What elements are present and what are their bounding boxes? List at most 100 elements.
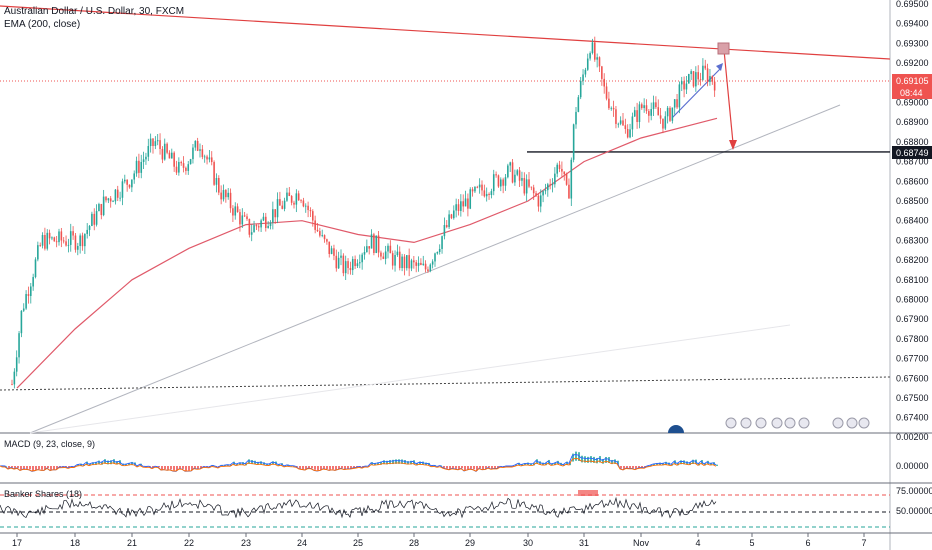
macd-bar [20,466,22,470]
candle-body [32,277,34,287]
macd-bar [464,466,466,471]
candle-body [408,255,410,269]
candle-body [359,262,361,264]
candle-body [30,286,32,296]
candle-body [539,195,542,207]
resistance-trendline [0,5,891,60]
candle-body [225,190,227,198]
macd-bar [497,466,499,469]
candle-body [377,235,380,253]
candle-body [389,245,392,254]
candle-body [206,156,208,160]
macd-bar [458,466,460,470]
macd-bar [416,463,418,466]
candle-body [286,192,288,201]
price-axis: 0.695000.694000.693000.692000.691000.690… [896,0,929,423]
candle-body [229,192,232,209]
candle-body [713,81,716,91]
time-tick: 30 [523,538,533,548]
macd-bar [482,466,484,470]
macd-bar [395,459,397,464]
candle-body [415,262,417,266]
macd-bar [467,466,469,470]
macd-bar [56,466,58,470]
candle-body [601,66,603,79]
candle-body [417,262,420,266]
candle-body [107,198,110,201]
candle-body [492,174,495,192]
candle-body [37,245,39,260]
macd-bar [302,466,304,470]
candle-body [615,109,617,124]
candle-body [626,129,629,138]
candle-body [314,220,316,230]
candle-body [246,216,248,219]
macd-bar [638,466,640,469]
candle-body [220,192,222,200]
macd-bar [44,466,46,470]
candle-body [344,261,347,274]
macd-bar [161,466,163,470]
candle-body [126,179,128,185]
candle-body [290,196,293,203]
candle-body [44,235,46,249]
time-tick: 29 [465,538,475,548]
candle-body [159,140,161,149]
macd-bar [191,466,193,471]
candle-body [312,211,314,221]
candle-body [537,195,540,207]
candle-body [69,231,72,245]
candle-body [65,241,67,246]
candle-body [154,141,157,146]
candle-body [702,65,704,80]
candle-body [330,248,333,254]
candle-body [579,80,582,98]
candle-body [403,256,406,269]
candle-body [554,173,556,185]
macd-bar [344,466,346,470]
macd-bar [32,466,34,471]
candle-body [81,235,84,247]
candle-body [272,209,274,223]
macd-bar [512,466,514,467]
candle-body [46,232,49,249]
macd-bar [446,466,448,469]
candle-body [326,239,328,242]
price-tick: 0.69000 [896,98,929,108]
macd-tick-2: 0.00000 [896,461,929,471]
candle-body [171,152,173,159]
candle-body [262,216,265,221]
candle-body [643,105,645,109]
candle-body [596,57,598,60]
macd-bar [347,466,349,469]
price-tick: 0.68300 [896,235,929,245]
candle-body [236,206,239,213]
candle-body [58,231,60,243]
candle-body [629,129,631,138]
time-tick: Nov [633,538,650,548]
candle-body [34,259,37,278]
price-tick: 0.67500 [896,393,929,403]
candle-body [561,168,563,172]
macd-bar [170,466,172,470]
macd-bar [194,466,196,469]
candle-body [210,157,213,163]
candle-body [711,76,714,82]
candle-body [316,229,319,232]
macd-bar [107,460,109,465]
macd-bar [476,466,478,471]
candle-body [497,175,500,187]
candle-body [610,107,613,109]
candle-body [199,149,201,151]
macd-legend: MACD (9, 23, close, 9) [4,439,96,449]
candle-body [551,184,554,186]
candle-body [514,174,516,183]
base-dotted-line [0,376,891,391]
candle-body [192,147,194,160]
candle-body [469,189,472,209]
candle-body [603,78,605,87]
candle-body [664,116,667,129]
event-flags [668,417,870,433]
price-tick: 0.68900 [896,117,929,127]
